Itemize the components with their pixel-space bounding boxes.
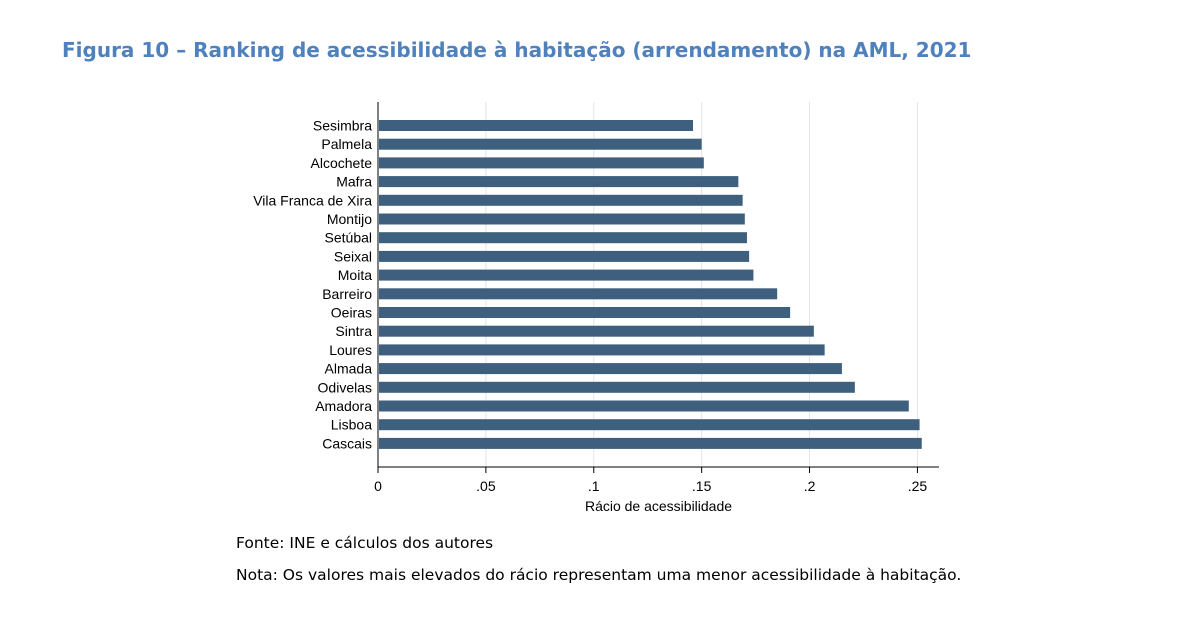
figure-title: Figura 10 – Ranking de acessibilidade à … <box>62 38 972 62</box>
bar-loures <box>379 344 825 356</box>
bar-alcochete <box>379 157 704 169</box>
bars <box>379 120 922 449</box>
category-label: Vila Franca de Xira <box>253 192 372 208</box>
category-label: Oeiras <box>331 305 372 321</box>
category-label: Sintra <box>335 323 372 339</box>
bar-setúbal <box>379 232 747 244</box>
category-label: Mafra <box>336 174 372 190</box>
x-tick-label: .15 <box>692 478 712 494</box>
bar-almada <box>379 363 842 375</box>
bar-montijo <box>379 213 745 225</box>
category-label: Odivelas <box>318 379 372 395</box>
category-label: Cascais <box>322 435 372 451</box>
category-label: Setúbal <box>325 230 372 246</box>
x-tick-label: .05 <box>476 478 496 494</box>
source-note: Fonte: INE e cálculos dos autores <box>236 534 494 552</box>
bar-amadora <box>379 400 909 412</box>
x-tick-label: .2 <box>804 478 816 494</box>
gridlines <box>485 102 918 467</box>
category-label: Almada <box>325 361 373 377</box>
category-label: Montijo <box>327 211 372 227</box>
category-label: Palmela <box>321 136 372 152</box>
bar-mafra <box>379 176 739 188</box>
bar-barreiro <box>379 288 778 300</box>
x-ticks: 0 .05 .1 .15 .2 .25 <box>374 467 927 494</box>
category-label: Alcochete <box>311 155 373 171</box>
category-label: Amadora <box>315 398 372 414</box>
bar-moita <box>379 269 754 281</box>
category-label: Loures <box>329 342 372 358</box>
bar-sintra <box>379 325 814 337</box>
x-tick-label: .1 <box>588 478 600 494</box>
bar-oeiras <box>379 307 791 318</box>
x-tick-label: 0 <box>374 478 382 494</box>
explanatory-note: Nota: Os valores mais elevados do rácio … <box>236 566 962 584</box>
bar-chart: Sesimbra Palmela Alcochete Mafra Vila Franca… <box>253 102 939 514</box>
bar-sesimbra <box>379 120 694 131</box>
bar-palmela <box>379 138 702 150</box>
axes <box>377 102 939 468</box>
category-label: Sesimbra <box>313 118 372 134</box>
bar-cascais <box>379 437 922 449</box>
category-label: Seixal <box>334 248 372 264</box>
bar-odivelas <box>379 381 855 393</box>
category-labels: Sesimbra Palmela Alcochete Mafra Vila Franca… <box>253 118 372 452</box>
category-label: Lisboa <box>331 417 372 433</box>
bar-vila-franca-de-xira <box>379 194 743 206</box>
bar-seixal <box>379 250 750 262</box>
category-label: Moita <box>338 267 372 283</box>
bar-lisboa <box>379 419 920 431</box>
x-axis-title: Rácio de acessibilidade <box>585 498 732 514</box>
x-tick-label: .25 <box>908 478 928 494</box>
category-label: Barreiro <box>322 286 372 302</box>
